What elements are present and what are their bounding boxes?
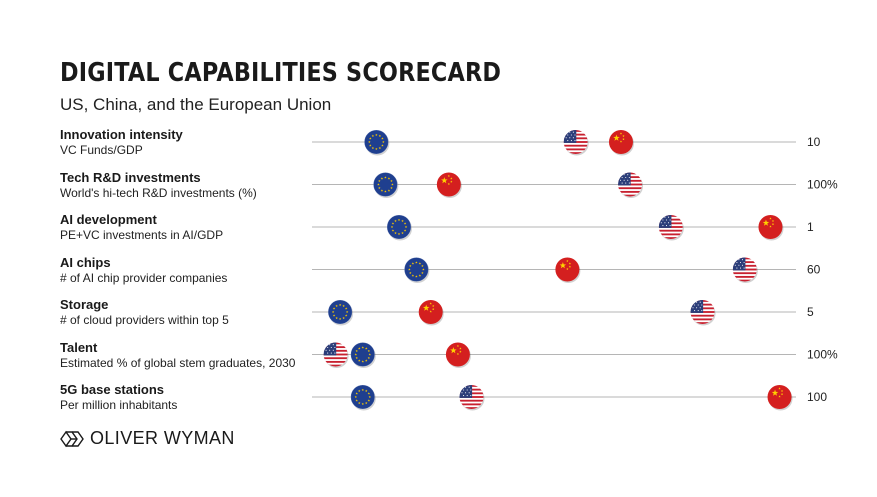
row-max-label: 100 (807, 390, 827, 404)
row-max-label: 100% (807, 348, 838, 362)
row-label: AI chips # of AI chip provider companies (60, 255, 310, 286)
china-flag-icon (767, 385, 793, 411)
china-flag-icon (436, 172, 462, 198)
us-flag-icon (563, 130, 589, 156)
row-max-label: 10 (807, 135, 821, 149)
page-subtitle: US, China, and the European Union (60, 95, 332, 114)
metric-name: Tech R&D investments (60, 169, 201, 185)
us-flag-icon (618, 172, 644, 198)
eu-flag-icon (350, 342, 376, 368)
row-max-label: 100% (807, 178, 838, 192)
eu-flag-icon (350, 384, 376, 411)
us-flag-icon (732, 257, 758, 283)
row-max-label: 60 (807, 263, 821, 277)
metric-description: Estimated % of global stem graduates, 20… (60, 355, 296, 370)
row-max-label: 1 (807, 220, 814, 234)
brand-name: OLIVER WYMAN (90, 428, 235, 448)
metric-description: # of cloud providers within top 5 (60, 313, 229, 327)
row-label: Storage # of cloud providers within top 5 (60, 297, 310, 328)
eu-flag-icon (363, 129, 390, 156)
metric-description: VC Funds/GDP (60, 143, 143, 157)
china-flag-icon (418, 300, 444, 326)
oliver-wyman-logo-icon (60, 430, 84, 447)
us-flag-icon (690, 300, 716, 326)
metric-name: Storage (60, 297, 109, 312)
eu-flag-icon (403, 257, 430, 283)
china-flag-icon (608, 130, 634, 156)
metric-name: AI chips (60, 254, 111, 270)
eu-flag-icon (373, 172, 399, 198)
row-label: 5G base stations Per million inhabitants (60, 382, 310, 413)
metric-name: Talent (60, 339, 98, 355)
row-label: Tech R&D investments World's hi-tech R&D … (60, 170, 310, 201)
metric-name: AI development (60, 212, 157, 227)
us-flag-icon (658, 215, 684, 241)
page-title: DIGITAL CAPABILITIES SCORECARD (60, 58, 502, 88)
row-label: AI development PE+VC investments in AI/GD… (60, 212, 310, 243)
eu-flag-icon (386, 214, 413, 241)
eu-flag-icon (327, 299, 354, 326)
metric-description: Per million inhabitants (60, 398, 178, 412)
metric-name: 5G base stations (60, 382, 165, 397)
row-max-label: 5 (807, 305, 814, 319)
row-label: Innovation intensity VC Funds/GDP (60, 127, 310, 158)
brand: OLIVER WYMAN (60, 428, 235, 449)
china-flag-icon (555, 257, 581, 283)
metric-description: World's hi-tech R&D investments (%) (60, 185, 257, 200)
metric-name: Innovation intensity (60, 127, 183, 142)
metric-description: PE+VC investments in AI/GDP (60, 228, 224, 242)
us-flag-icon (323, 342, 349, 368)
china-flag-icon (445, 342, 471, 368)
row-label: Talent Estimated % of global stem graduat… (60, 340, 310, 371)
china-flag-icon (758, 215, 784, 241)
metric-description: # of AI chip provider companies (60, 270, 228, 285)
us-flag-icon (459, 385, 485, 411)
